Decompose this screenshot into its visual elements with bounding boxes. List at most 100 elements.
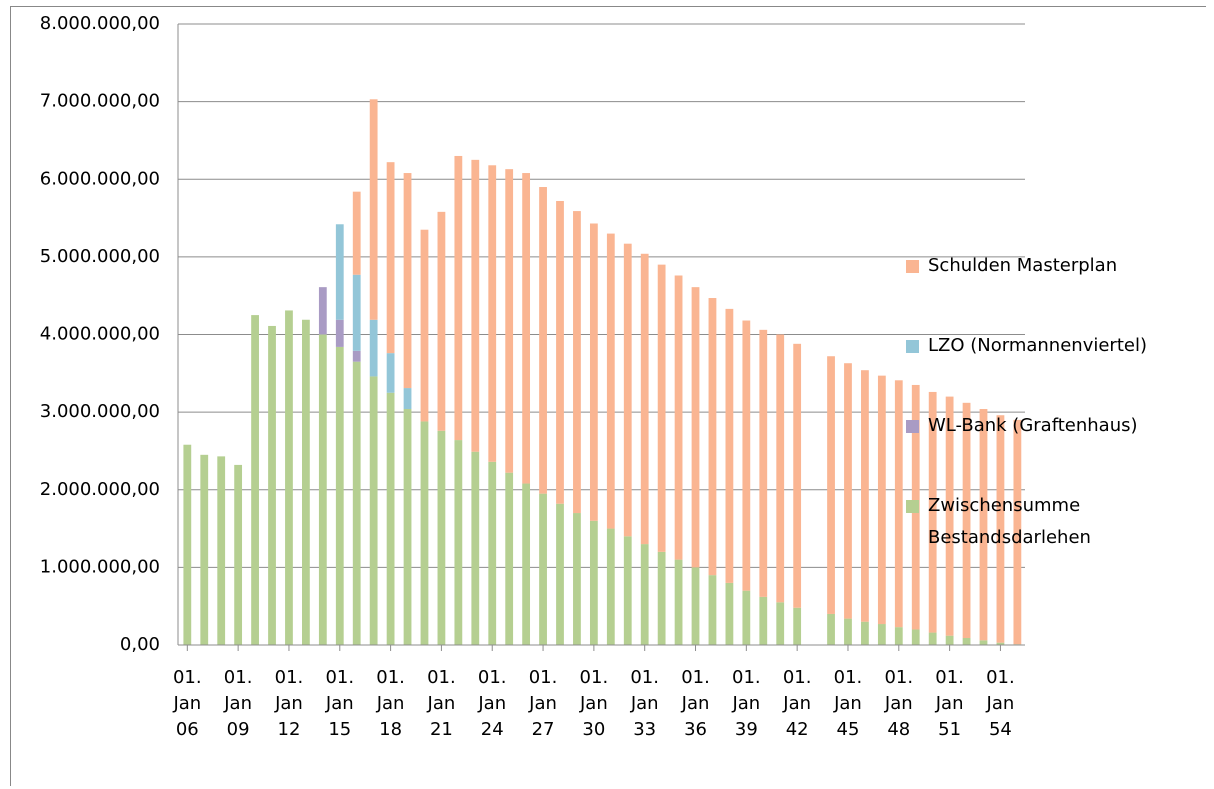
legend-label: Schulden Masterplan [928, 255, 1118, 276]
bar-segment [759, 596, 768, 645]
bar-segment [454, 155, 463, 441]
bar-segment [793, 343, 802, 608]
bar-segment [369, 99, 378, 320]
bar-segment [725, 308, 734, 583]
bar-segment [776, 602, 785, 645]
bar-segment [996, 415, 1005, 643]
bar-segment [589, 223, 598, 521]
bar-segment [539, 187, 547, 494]
bar-segment [556, 503, 564, 645]
bar-segment [335, 319, 344, 347]
y-tick-label: 0,00 [120, 634, 160, 655]
x-tick-label: 01. Jan 06 [172, 667, 202, 740]
bar-segment [369, 376, 378, 645]
bar-segment [742, 590, 751, 645]
legend-label: Zwischensumme Bestandsdarlehen [928, 495, 1091, 548]
bar-segment [335, 346, 344, 645]
bar-segment [674, 275, 683, 560]
y-tick-label: 5.000.000,00 [40, 246, 160, 267]
bar-segment [844, 618, 852, 645]
bar-segment [505, 169, 514, 473]
bar-segment [674, 559, 683, 645]
legend-label: LZO (Normannenviertel) [928, 335, 1147, 356]
x-tick-label: 01. Jan 15 [325, 667, 355, 740]
bar-segment [420, 421, 429, 645]
bar-segment [335, 224, 344, 320]
bar-segment [403, 173, 412, 389]
y-tick-label: 8.000.000,00 [40, 13, 160, 34]
x-tick-label: 01. Jan 24 [477, 667, 507, 740]
x-tick-label: 01. Jan 30 [579, 667, 609, 740]
x-tick-label: 01. Jan 27 [528, 667, 558, 740]
bar-segment [894, 380, 903, 628]
bar-segment [793, 607, 802, 645]
bar-segment [471, 159, 480, 452]
legend-entry: Zwischensumme Bestandsdarlehen [906, 490, 1168, 554]
legend-entry: Schulden Masterplan [906, 250, 1168, 282]
x-tick-label: 01. Jan 39 [732, 667, 761, 740]
bar-segment [420, 229, 429, 422]
bar-segment [877, 624, 886, 645]
bar-segment [386, 392, 395, 645]
y-tick-label: 4.000.000,00 [40, 324, 160, 345]
bar-segment [386, 162, 395, 354]
bar-segment [183, 444, 192, 645]
bar-segment [488, 461, 497, 645]
x-tick-label: 01. Jan 21 [427, 667, 456, 740]
bar-segment [1013, 419, 1022, 645]
x-tick-label: 01. Jan 45 [833, 667, 863, 740]
bar-segment [505, 472, 514, 645]
legend-swatch [906, 420, 919, 433]
bar-segment [945, 396, 954, 636]
bar-segment [403, 388, 412, 410]
bar-segment [369, 319, 378, 377]
x-tick-label: 01. Jan 09 [223, 667, 253, 740]
bar-segment [488, 165, 497, 462]
bar-segment [657, 264, 666, 552]
bar-segment [894, 627, 903, 645]
bar-segment [861, 621, 869, 645]
bar-segment [352, 191, 361, 275]
bar-segment [522, 173, 531, 484]
bar-segment [657, 551, 666, 645]
bar-segment [403, 409, 412, 645]
x-tick-label: 01. Jan 18 [376, 667, 405, 740]
y-tick-label: 2.000.000,00 [40, 479, 160, 500]
bar-segment [742, 320, 751, 591]
legend-entry: LZO (Normannenviertel) [906, 330, 1168, 362]
y-tick-label: 6.000.000,00 [40, 168, 160, 189]
bar-segment [573, 513, 581, 645]
bar-segment [844, 363, 852, 619]
bar-segment [589, 520, 598, 645]
bar-segment [928, 391, 937, 633]
bar-segment [454, 440, 463, 645]
bar-segment [691, 567, 700, 645]
bar-segment [522, 483, 531, 645]
bar-segment [285, 310, 293, 645]
bar-segment [217, 456, 226, 645]
bar-segment [302, 319, 310, 645]
x-tick-label: 01. Jan 12 [274, 667, 304, 740]
bar-segment [539, 493, 547, 645]
bar-segment [691, 287, 700, 568]
y-tick-label: 1.000.000,00 [40, 556, 160, 577]
bar-segment [318, 287, 327, 335]
legend-swatch [906, 260, 919, 273]
x-tick-label: 01. Jan 54 [986, 667, 1015, 740]
bar-segment [471, 451, 480, 645]
bar-segment [200, 454, 209, 645]
bar-segment [708, 298, 717, 576]
bar-segment [268, 325, 276, 645]
bar-segment [556, 200, 564, 504]
bar-segment [861, 370, 869, 622]
bar-segment [962, 638, 971, 645]
bar-segment [437, 430, 446, 645]
bar-segment [606, 233, 615, 529]
bar-segment [996, 642, 1005, 645]
bar-segment [827, 356, 835, 614]
bar-segment [759, 329, 768, 597]
bar-segment [352, 361, 361, 645]
legend-swatch [906, 500, 919, 513]
